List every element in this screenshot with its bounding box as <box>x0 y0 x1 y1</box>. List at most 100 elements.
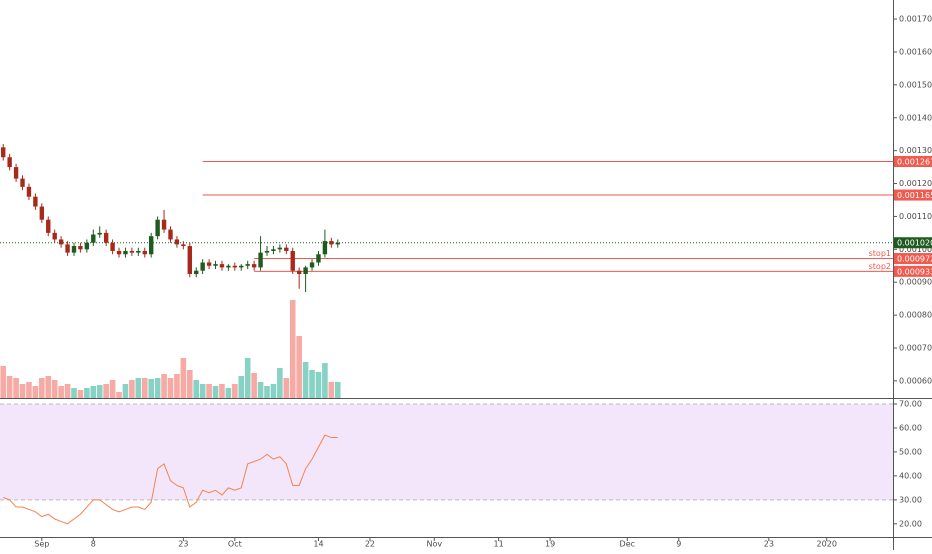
candle-body <box>1 147 6 158</box>
volume-bar <box>328 382 335 398</box>
x-tick-label: 8 <box>91 540 96 549</box>
volume-bar <box>19 384 26 398</box>
candle-body <box>335 242 340 245</box>
candle-body <box>26 186 32 197</box>
x-tick-label: 14 <box>313 540 323 549</box>
volume-bar <box>71 388 77 398</box>
volume-bar <box>174 374 180 398</box>
price-label-box <box>894 253 932 265</box>
candle-body <box>329 241 334 245</box>
volume-bar <box>270 384 277 398</box>
volume-bar <box>90 386 97 398</box>
volume-bar <box>161 374 167 398</box>
candle-body <box>7 157 12 168</box>
x-tick-label: 9 <box>676 540 681 549</box>
volume-bar <box>122 384 129 398</box>
volume-bar <box>26 382 32 398</box>
rsi-tick-label: 60.00 <box>899 423 922 432</box>
volume-bar <box>109 380 116 398</box>
volume-bar <box>129 380 135 398</box>
candle-body <box>264 250 270 253</box>
volume-bar <box>13 378 19 398</box>
rsi-tick-label: 20.00 <box>899 519 922 528</box>
volume-bar <box>296 336 302 398</box>
volume-bar <box>277 368 283 398</box>
candle-body <box>239 265 244 268</box>
volume-bar <box>315 372 322 398</box>
candle-body <box>78 246 83 250</box>
volume-bar <box>309 370 315 398</box>
price-label-box <box>894 265 932 277</box>
volume-bar <box>283 378 290 398</box>
volume-bar <box>0 366 7 398</box>
candle-body <box>65 244 70 253</box>
candle-body <box>284 247 289 251</box>
candle-body <box>155 219 160 237</box>
price-label-box <box>894 189 932 201</box>
candle-body <box>181 244 186 247</box>
candle-body <box>168 229 173 240</box>
volume-bar <box>84 388 90 398</box>
candle-body <box>187 246 192 274</box>
candle-body <box>46 219 51 233</box>
candle-body <box>316 254 321 263</box>
rsi-tick-label: 50.00 <box>899 447 922 456</box>
volume-bar <box>219 384 225 398</box>
x-tick-label: Nov <box>426 540 442 549</box>
volume-bar <box>238 376 245 398</box>
candle-body <box>277 247 283 250</box>
volume-bar <box>141 378 148 398</box>
candle-body <box>20 178 25 187</box>
x-tick-label: 19 <box>545 540 555 549</box>
volume-bar <box>103 384 109 398</box>
volume-bar <box>212 386 219 398</box>
volume-bar <box>39 378 45 398</box>
price-label-box <box>894 156 932 168</box>
candle-body <box>97 232 102 235</box>
candle-body <box>136 250 141 253</box>
price-line-name: stop1 <box>869 249 891 258</box>
volume-bar <box>193 380 200 398</box>
volume-bar <box>51 380 58 398</box>
volume-bar <box>148 379 154 398</box>
candle-body <box>200 262 205 271</box>
volume-bar <box>135 378 142 398</box>
rsi-band <box>0 403 893 500</box>
volume-bar <box>334 382 341 398</box>
volume-bar <box>199 384 206 398</box>
volume-bar <box>167 378 174 398</box>
candle-body <box>148 236 154 255</box>
rsi-line <box>3 434 338 525</box>
volume-bar <box>96 385 103 398</box>
volume-bar <box>64 384 71 398</box>
candle-body <box>303 267 308 274</box>
last-price-label: 0.001020 <box>897 239 932 248</box>
volume-bar <box>257 382 264 398</box>
candle-body <box>206 262 212 266</box>
candle-body <box>84 242 90 250</box>
rsi-tick-label: 30.00 <box>899 495 922 504</box>
candle-body <box>142 250 147 255</box>
volume-bar <box>45 376 52 398</box>
candle-body <box>13 167 19 179</box>
x-tick-label: 23 <box>764 540 774 549</box>
candle-body <box>39 206 45 220</box>
volume-bar <box>302 362 309 398</box>
x-tick-label: 23 <box>178 540 188 549</box>
price-label: 0.000933 <box>897 267 932 276</box>
candle-body <box>91 234 96 243</box>
candle-body <box>58 239 64 245</box>
price-label: 0.001267 <box>897 158 932 167</box>
candle-body <box>213 264 218 266</box>
x-tick-label: Oct <box>228 540 242 549</box>
